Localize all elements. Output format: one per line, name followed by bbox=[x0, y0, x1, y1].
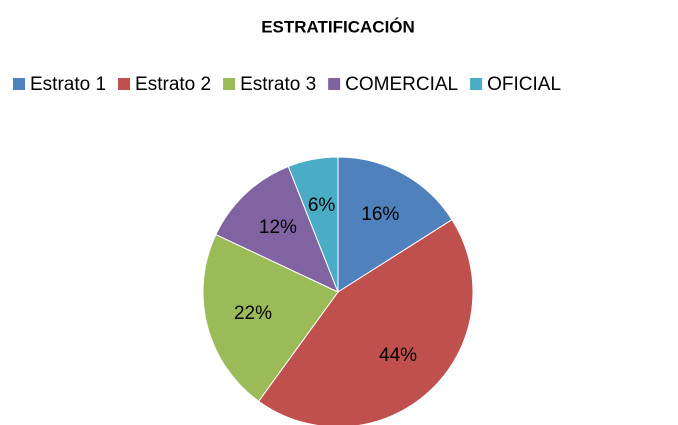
data-label: 44% bbox=[379, 345, 417, 366]
legend-label: OFICIAL bbox=[487, 74, 561, 95]
data-label: 12% bbox=[259, 217, 297, 238]
pie-slice bbox=[287, 156, 339, 293]
legend-swatch bbox=[470, 78, 483, 90]
pie-slice bbox=[215, 165, 339, 293]
legend-label: Estrato 3 bbox=[240, 74, 316, 95]
legend-swatch bbox=[13, 78, 25, 90]
legend-label: Estrato 2 bbox=[135, 74, 211, 95]
pie-slice bbox=[337, 156, 453, 293]
legend-label: Estrato 1 bbox=[30, 74, 106, 95]
chart-title: ESTRATIFICACIÓN bbox=[261, 17, 415, 36]
legend-label: COMERCIAL bbox=[345, 74, 458, 95]
data-label: 6% bbox=[308, 195, 336, 216]
legend-swatch bbox=[118, 78, 131, 90]
legend-swatch bbox=[223, 78, 236, 90]
data-label: 16% bbox=[361, 204, 399, 225]
data-label: 22% bbox=[234, 303, 272, 324]
legend-swatch bbox=[328, 78, 341, 90]
pie-slice bbox=[257, 218, 474, 425]
